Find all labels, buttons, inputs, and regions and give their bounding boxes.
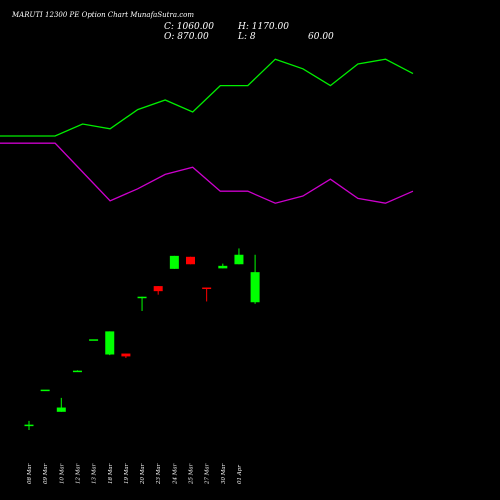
date-axis-labels: 08 Mar 09 Mar 10 Mar 12 Mar 13 Mar 18 Mar 19 M… (27, 463, 243, 485)
candle (40, 389, 50, 392)
candle-body (218, 265, 228, 269)
date-label: 12 Mar (75, 463, 81, 484)
chart-title: MARUTI 12300 PE Option Chart MunafaSutra… (12, 11, 194, 19)
low-value: L: 8 (238, 32, 256, 42)
candle-body (169, 255, 179, 269)
date-label: 09 Mar (43, 463, 49, 484)
date-label: 27 Mar (205, 463, 211, 485)
date-label: 23 Mar (156, 463, 162, 485)
date-label: 20 Mar (140, 463, 146, 485)
candle-body (105, 331, 115, 355)
candle (169, 255, 179, 269)
date-label: 08 Mar (27, 463, 33, 484)
candle-body (137, 296, 147, 299)
candle (56, 397, 66, 412)
candle-body (89, 339, 99, 341)
candle (105, 331, 115, 356)
candle (121, 353, 131, 358)
candle (153, 286, 163, 295)
candle (202, 287, 212, 302)
candle-body (153, 286, 163, 292)
candle-body (121, 353, 131, 357)
close-value: C: 1060.00 (164, 22, 214, 32)
candle (234, 248, 244, 265)
candle-body (202, 287, 212, 290)
indicator-lines (0, 58, 414, 204)
date-label: 10 Mar (59, 463, 65, 484)
date-label: 13 Mar (92, 463, 98, 484)
candle (137, 296, 147, 311)
candlesticks (24, 248, 260, 431)
date-label: 30 Mar (221, 463, 227, 484)
date-label: 25 Mar (189, 463, 195, 485)
date-label: 18 Mar (108, 463, 114, 484)
date-label: 24 Mar (172, 463, 178, 485)
candle (250, 254, 260, 304)
candle-body (72, 370, 82, 373)
candle (89, 339, 99, 341)
candle-body (186, 256, 195, 265)
high-value: H: 1170.00 (238, 22, 289, 32)
candle (186, 256, 195, 265)
candle-body (56, 407, 66, 412)
candle (72, 370, 82, 373)
candle (24, 420, 34, 431)
candle-body (40, 389, 50, 392)
low-value-tail: 60.00 (308, 32, 334, 42)
green-indicator-line (0, 58, 414, 137)
candle-body (250, 272, 260, 303)
candle (218, 263, 228, 269)
purple-indicator-line (0, 142, 414, 204)
candle-body (24, 424, 34, 427)
open-value: O: 870.00 (164, 32, 209, 42)
date-label: 01 Apr (237, 465, 243, 484)
candle-body (234, 254, 244, 265)
date-label: 19 Mar (124, 463, 130, 484)
